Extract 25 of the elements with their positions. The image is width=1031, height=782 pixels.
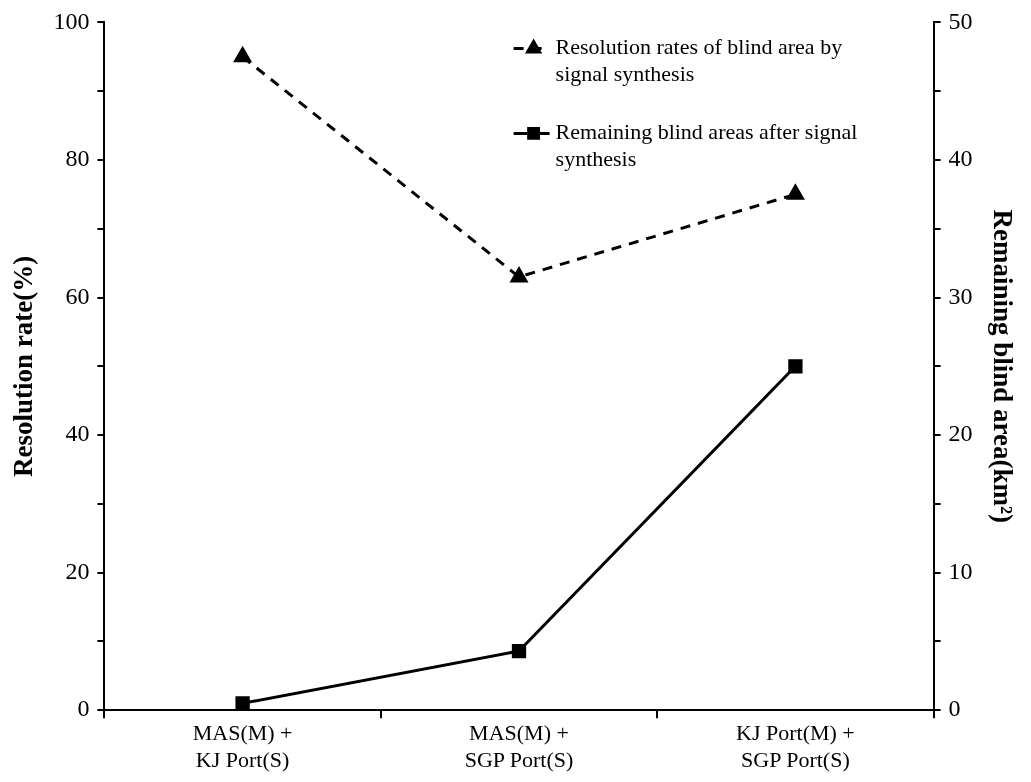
y-axis-title: Resolution rate(%) [8,255,39,477]
point [510,267,528,283]
y2-tick-label: 0 [948,695,961,722]
y2-tick-label: 30 [948,282,973,309]
y2-tick-label: 20 [948,420,973,447]
x-tick-label: MAS(M) + SGP Port(S) [464,720,574,772]
point [235,696,250,711]
y-tick-label: 0 [77,695,90,722]
x-tick-label: KJ Port(M) + SGP Port(S) [736,720,855,772]
legend-label: Remaining blind areas after signal synthesis [555,119,858,172]
point [511,643,527,659]
legend-label: Resolution rates of blind area by signal synthesis [555,34,843,87]
point [786,184,804,200]
y-tick-label: 60 [65,282,90,309]
y-tick-label: 40 [65,420,90,447]
point [234,47,252,63]
x-tick-label: MAS(M) + KJ Port(S) [192,720,293,772]
y-tick-label: 80 [65,145,90,172]
y2-tick-label: 40 [948,145,973,172]
y-tick-label: 100 [53,7,90,34]
y2-axis-title: Remaining blind area(km²) [987,209,1018,524]
y2-tick-label: 10 [948,557,973,584]
y-tick-label: 20 [65,557,90,584]
point [788,359,803,374]
y2-tick-label: 50 [948,7,973,34]
